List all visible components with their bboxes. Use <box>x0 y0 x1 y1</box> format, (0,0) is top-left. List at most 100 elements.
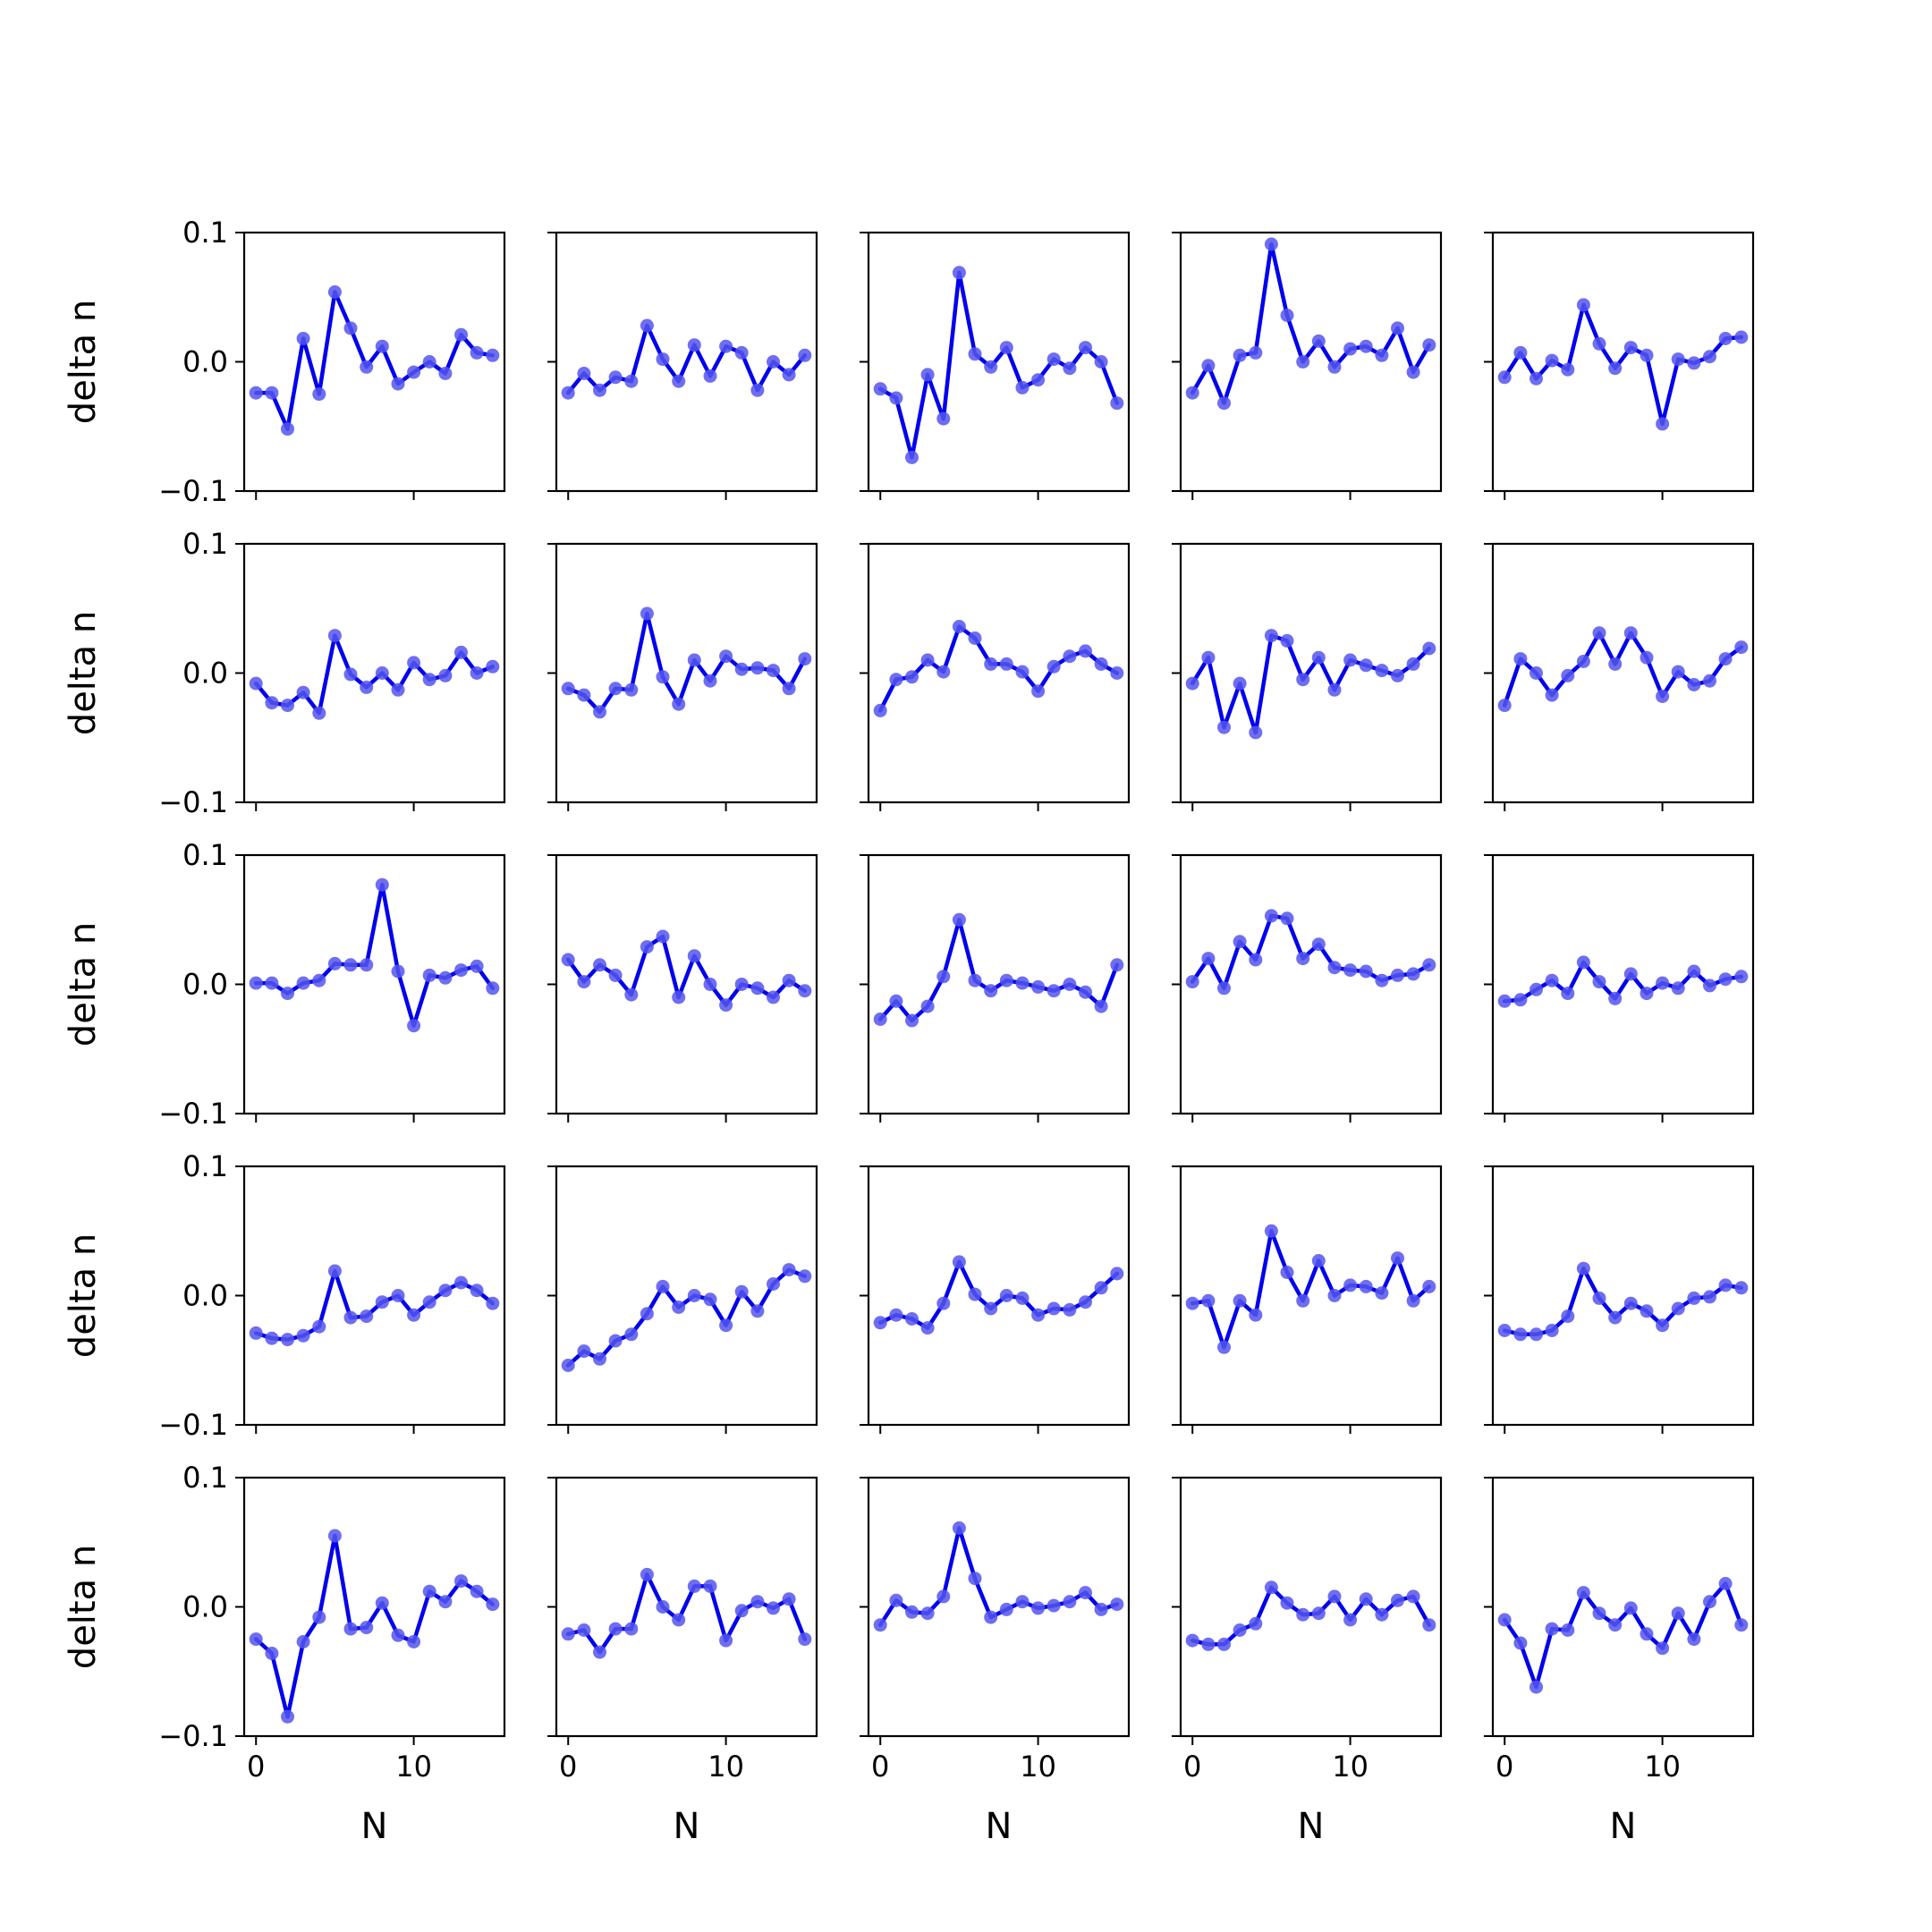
data-point <box>1015 1291 1030 1305</box>
data-point <box>1391 1251 1404 1266</box>
data-point <box>593 1352 606 1366</box>
data-point <box>905 1013 919 1028</box>
series-line <box>1190 1585 1432 1647</box>
data-point <box>640 606 654 621</box>
y-axis-label: delta n <box>63 1233 104 1358</box>
data-point <box>265 1647 279 1660</box>
data-point <box>1422 641 1436 656</box>
data-point <box>1561 987 1575 1001</box>
x-tick-label: 0 <box>1496 1750 1513 1784</box>
data-point <box>1264 1224 1278 1238</box>
data-point <box>343 1622 358 1636</box>
data-point <box>1375 1286 1389 1301</box>
data-point <box>1530 1327 1543 1342</box>
data-point <box>265 386 279 400</box>
data-point <box>375 666 389 680</box>
data-point <box>375 339 389 353</box>
data-point <box>1296 355 1310 369</box>
y-tick-label: 0.1 <box>182 527 228 561</box>
data-point <box>656 670 670 684</box>
data-point <box>968 631 982 645</box>
data-point <box>984 1301 998 1316</box>
data-point <box>1063 361 1077 376</box>
data-point <box>1201 650 1216 665</box>
subplot-r3-c2 <box>860 1165 1131 1434</box>
data-point <box>1608 657 1623 671</box>
data-point <box>1079 1295 1092 1309</box>
data-point <box>1718 1577 1733 1590</box>
data-point <box>391 1289 405 1302</box>
data-point <box>281 699 294 713</box>
data-point <box>1359 1279 1373 1293</box>
data-point <box>577 367 591 380</box>
data-point <box>1217 1340 1231 1354</box>
data-point <box>1046 984 1061 998</box>
data-point <box>1015 976 1030 990</box>
subplot-r1-c2 <box>860 542 1131 811</box>
data-point <box>873 1013 887 1026</box>
data-point <box>672 697 686 711</box>
data-point <box>968 347 982 361</box>
data-point <box>1110 1597 1124 1612</box>
data-point <box>1280 633 1294 648</box>
data-point <box>593 383 606 397</box>
series-line <box>565 1267 808 1368</box>
subplot-r1-c0: −0.1 0.0 0.1 delta n <box>63 527 506 819</box>
data-point <box>672 1613 686 1627</box>
series-line <box>565 323 808 395</box>
series-line <box>1190 242 1432 405</box>
data-point <box>1359 658 1373 673</box>
data-point <box>343 1310 358 1325</box>
data-point <box>1718 332 1733 345</box>
data-point <box>1391 968 1404 982</box>
data-point <box>454 327 468 342</box>
x-tick-label: 0 <box>871 1750 889 1784</box>
y-tick-label: −0.1 <box>158 1097 228 1131</box>
data-point <box>1079 985 1092 999</box>
y-tick-label: 0.0 <box>182 1590 228 1624</box>
series-line <box>877 624 1120 713</box>
axes-frame <box>1491 231 1755 493</box>
data-point <box>672 1301 686 1314</box>
data-point <box>407 1635 421 1648</box>
data-point <box>798 652 812 666</box>
data-point <box>1640 650 1654 665</box>
data-point <box>1327 1289 1342 1302</box>
data-point <box>1327 1589 1342 1604</box>
subplot-r1-c4 <box>1484 542 1755 811</box>
data-point <box>1327 961 1342 975</box>
y-axis-label: delta n <box>63 922 104 1046</box>
data-point <box>1497 994 1512 1008</box>
data-point <box>561 682 575 696</box>
series-line <box>1502 631 1744 708</box>
data-point <box>999 341 1013 355</box>
data-point <box>889 994 903 1008</box>
data-point <box>952 1521 966 1535</box>
series-line <box>1190 913 1432 991</box>
data-point <box>470 959 484 973</box>
y-tick-label: 0.0 <box>182 345 228 379</box>
data-point <box>999 657 1013 671</box>
data-point <box>391 964 405 979</box>
data-point <box>296 332 310 345</box>
data-point <box>1375 348 1389 362</box>
y-tick-label: −0.1 <box>158 785 228 819</box>
data-point <box>486 1597 500 1612</box>
data-point <box>687 1289 701 1302</box>
data-point <box>889 1308 903 1322</box>
data-point <box>905 670 919 684</box>
x-tick-label: 10 <box>708 1750 744 1784</box>
data-point <box>1296 673 1310 687</box>
data-point <box>734 662 749 676</box>
data-point <box>1561 1623 1575 1637</box>
data-point <box>327 956 342 970</box>
data-point <box>1703 674 1716 688</box>
data-point <box>687 653 701 667</box>
data-point <box>1592 1291 1606 1305</box>
data-point <box>343 321 358 335</box>
axes-frame <box>1179 231 1443 493</box>
data-point <box>984 360 998 374</box>
data-point <box>327 285 342 299</box>
data-point <box>1687 964 1701 979</box>
data-point <box>920 1606 935 1621</box>
